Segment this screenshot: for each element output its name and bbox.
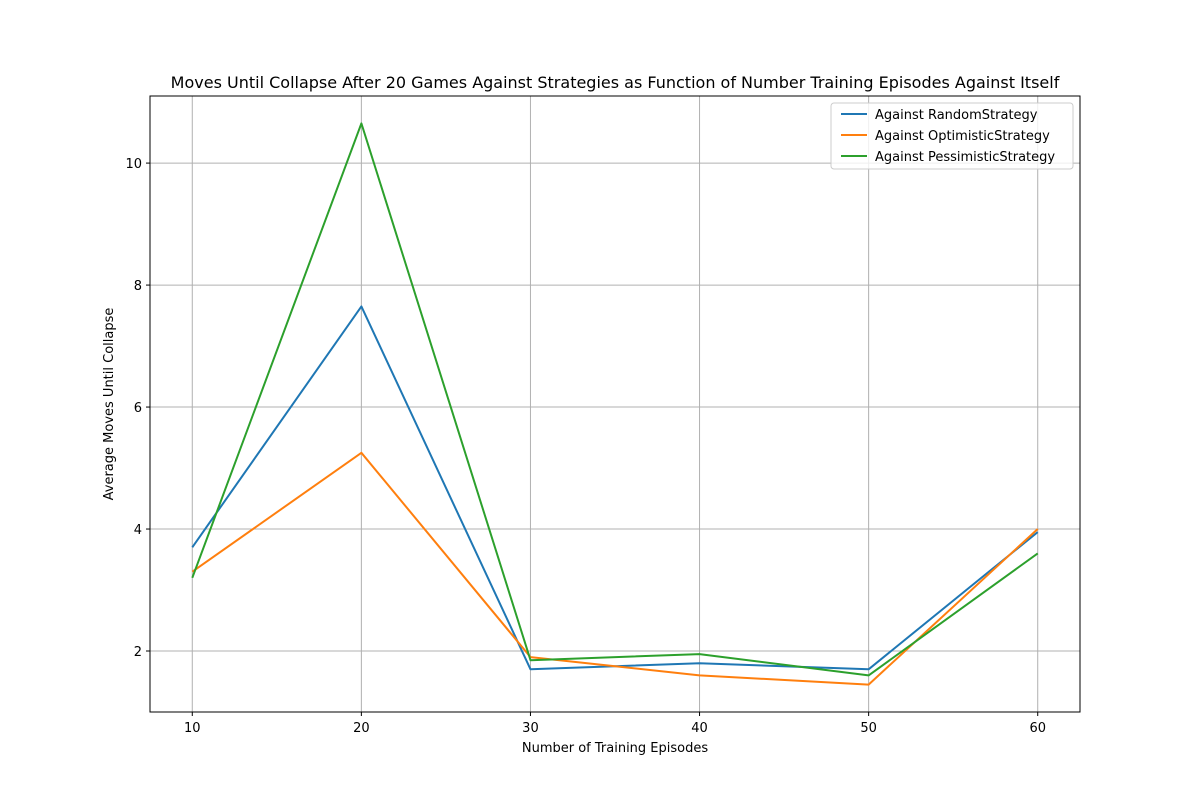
x-axis-label: Number of Training Episodes: [522, 741, 708, 756]
legend: Against RandomStrategy Against Optimistic…: [830, 102, 1074, 170]
x-tick-label: 10: [184, 721, 201, 736]
y-tick-label: 10: [125, 157, 142, 172]
y-tick-label: 2: [134, 645, 142, 660]
y-tick-label: 4: [134, 523, 142, 538]
x-tick-label: 60: [1029, 721, 1046, 736]
x-axis-ticks: 10 20 30 40 50 60: [184, 712, 1046, 736]
legend-box: [830, 102, 1074, 170]
legend-label: Against RandomStrategy: [875, 108, 1038, 123]
plot-frame: [149, 95, 1081, 713]
y-tick-label: 8: [134, 279, 142, 294]
chart-title: Moves Until Collapse After 20 Games Agai…: [171, 73, 1060, 92]
series-line-1: [191, 451, 1039, 686]
y-tick-label: 6: [134, 401, 142, 416]
x-tick-label: 50: [860, 721, 877, 736]
y-axis-label: Average Moves Until Collapse: [102, 308, 117, 501]
legend-label: Against OptimisticStrategy: [875, 129, 1050, 144]
x-tick-label: 20: [353, 721, 370, 736]
series-lines: [191, 122, 1039, 686]
legend-label: Against PessimisticStrategy: [875, 150, 1055, 165]
series-line-2: [191, 122, 1039, 677]
x-tick-label: 30: [522, 721, 539, 736]
x-tick-label: 40: [691, 721, 708, 736]
y-axis-ticks: 2 4 6 8 10: [125, 157, 150, 660]
